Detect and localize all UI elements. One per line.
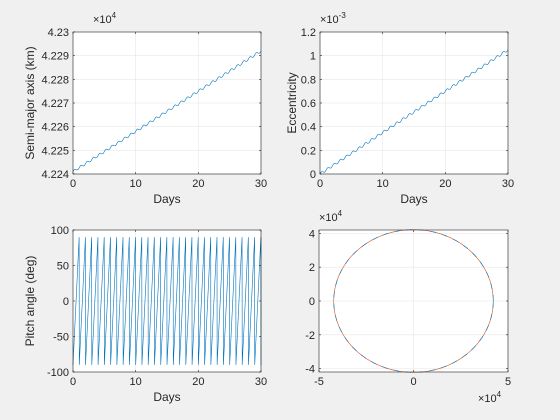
y-tick-label: 100 [51,225,69,237]
series-line [72,50,262,172]
y-tick-label: -50 [53,332,69,344]
x-tick-label: -5 [314,376,324,388]
x-tick-label: 0 [317,178,323,190]
y-tick-label: 0.2 [301,145,316,157]
ticks: 0 10 20 30 4.224 4.225 4.226 4.227 4.228 4.229 4.2… [41,27,267,190]
x-tick-label: 20 [192,376,204,388]
x-exponent-label: ×104 [478,390,502,405]
plot-area [319,49,509,175]
y-tick-label: 4.229 [41,51,69,63]
x-tick-label: 30 [502,178,514,190]
y-tick-label: 1.2 [301,27,316,39]
y-tick-label: 0.8 [301,74,316,86]
y-tick-label: 0.4 [301,122,316,134]
x-tick-label: 30 [255,376,267,388]
plot-area [72,50,262,172]
series-line [72,237,262,365]
y-tick-label: 4.225 [41,145,69,157]
y-tick-label: 4 [309,228,315,240]
series-line [319,49,509,175]
ticks: -5 0 5 -4 -2 0 2 4 [305,228,511,388]
subplot-semi-major-axis: 0 10 20 30 4.224 4.225 4.226 4.227 4.228 4.229 4.2… [23,11,267,206]
x-tick-label: 0 [70,376,76,388]
x-tick-label: 20 [439,178,451,190]
ticks: 0 10 20 30 0 0.2 0.4 0.6 0.8 1 1.2 [301,27,514,190]
y-tick-label: -2 [305,330,315,342]
x-tick-label: 0 [70,178,76,190]
y-tick-label: 4.226 [41,122,69,134]
y-tick-label: 50 [57,261,69,273]
subplot-orbit-circle: -5 0 5 -4 -2 0 2 4 ×104 ×104 [305,209,511,405]
y-axis-label: Semi-major axis (km) [23,46,37,159]
x-tick-label: 10 [130,376,142,388]
y-tick-label: 0.6 [301,98,316,110]
y-tick-label: 2 [309,262,315,274]
exponent-label: ×104 [93,11,117,26]
x-axis-label: Days [153,192,180,206]
x-axis-label: Days [153,390,180,404]
plot-area [333,229,494,373]
subplot-pitch-angle: 0 10 20 30 -100 -50 0 50 100 Days Pitch angle (d… [23,225,267,404]
y-tick-label: 1 [310,51,316,63]
y-tick-label: 0 [310,169,316,181]
series-line [333,229,494,373]
x-tick-label: 5 [505,376,511,388]
ticks: 0 10 20 30 -100 -50 0 50 100 [47,225,267,388]
y-tick-label: 4.23 [48,27,69,39]
y-tick-label: 4.224 [41,169,69,181]
x-tick-label: 0 [410,376,416,388]
x-tick-label: 10 [377,178,389,190]
y-tick-label: 0 [309,296,315,308]
y-tick-label: -100 [47,367,69,379]
subplot-eccentricity: 0 10 20 30 0 0.2 0.4 0.6 0.8 1 1.2 ×10-3 Days Ecce… [285,11,514,206]
exponent-label: ×10-3 [320,11,346,26]
x-axis-label: Days [400,192,427,206]
y-axis-label: Eccentricity [285,72,299,133]
exponent-label: ×104 [319,209,343,224]
plot-area [72,237,262,365]
x-tick-label: 10 [130,178,142,190]
y-tick-label: 4.228 [41,74,69,86]
y-axis-label: Pitch angle (deg) [23,256,37,347]
y-tick-label: 4.227 [41,98,69,110]
x-tick-label: 20 [192,178,204,190]
y-tick-label: 0 [63,296,69,308]
x-tick-label: 30 [255,178,267,190]
y-tick-label: -4 [305,364,315,376]
